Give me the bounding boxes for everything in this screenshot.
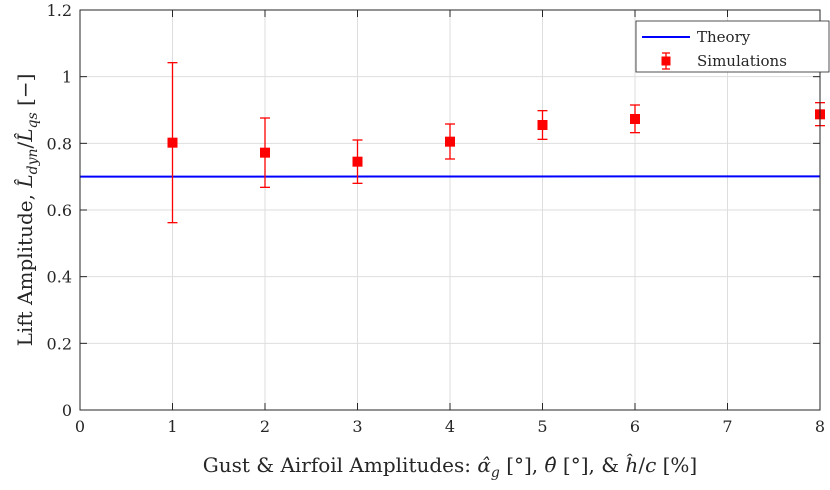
simulation-point bbox=[168, 138, 178, 148]
y-tick-label: 0.2 bbox=[47, 334, 72, 353]
y-tick-label: 0.4 bbox=[47, 268, 72, 287]
y-tick-label: 1 bbox=[62, 68, 72, 87]
x-tick-label: 3 bbox=[352, 417, 362, 436]
x-tick-label: 1 bbox=[167, 417, 177, 436]
legend-theory-label: Theory bbox=[697, 28, 751, 46]
x-tick-label: 8 bbox=[815, 417, 825, 436]
x-tick-label: 2 bbox=[260, 417, 270, 436]
simulation-point bbox=[630, 114, 640, 124]
simulation-point bbox=[538, 120, 548, 130]
x-axis-title: Gust & Airfoil Amplitudes: α̂g [°], θ̂ [… bbox=[203, 453, 697, 481]
x-tick-label: 7 bbox=[722, 417, 732, 436]
y-tick-label: 0.8 bbox=[47, 134, 72, 153]
y-tick-label: 0.6 bbox=[47, 201, 72, 220]
x-tick-label: 6 bbox=[630, 417, 640, 436]
simulation-point bbox=[260, 148, 270, 158]
y-tick-label: 1.2 bbox=[47, 1, 72, 20]
x-tick-label: 5 bbox=[537, 417, 547, 436]
x-tick-label: 4 bbox=[445, 417, 455, 436]
y-tick-label: 0 bbox=[62, 401, 72, 420]
legend-simulations-marker bbox=[662, 57, 671, 66]
x-tick-label: 0 bbox=[75, 417, 85, 436]
simulation-point bbox=[445, 137, 455, 147]
simulation-point bbox=[353, 157, 363, 167]
y-axis-title: Lift Amplitude, L̂dyn/L̂qs [−] bbox=[13, 74, 41, 347]
legend: Theory Simulations bbox=[636, 21, 829, 72]
legend-simulations-label: Simulations bbox=[697, 52, 787, 70]
